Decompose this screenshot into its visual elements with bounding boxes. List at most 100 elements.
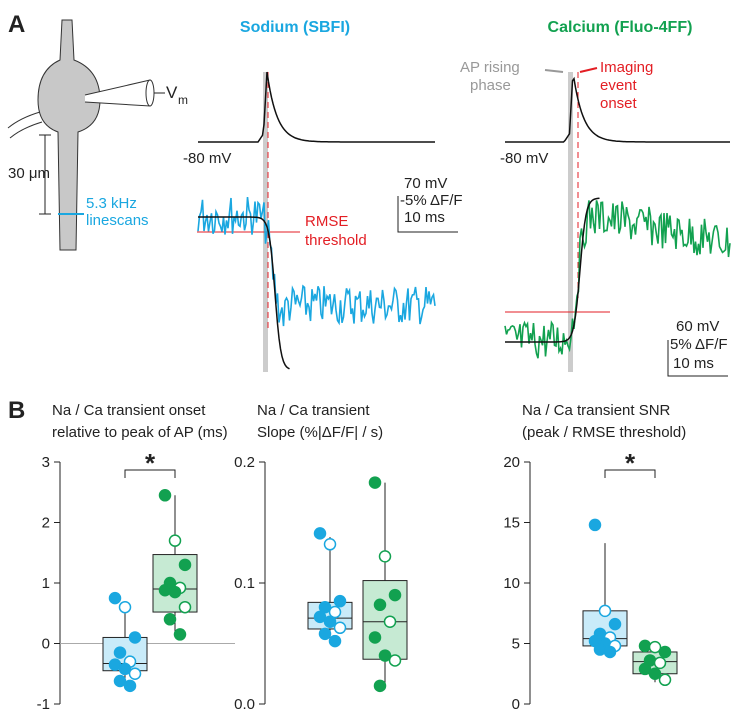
data-point bbox=[313, 527, 327, 540]
scale-label: -5% ΔF/F bbox=[400, 192, 463, 209]
chart-title: Na / Ca transient SNR bbox=[522, 402, 671, 419]
data-point bbox=[648, 640, 662, 654]
y-tick-label: 5 bbox=[512, 636, 520, 653]
data-point bbox=[123, 679, 137, 693]
chart-title: relative to peak of AP (ms) bbox=[52, 424, 228, 441]
data-point bbox=[158, 489, 172, 502]
y-tick-label: 1 bbox=[42, 575, 50, 592]
data-point bbox=[368, 631, 382, 644]
ap-label: AP rising bbox=[460, 59, 520, 76]
y-tick-label: 2 bbox=[42, 515, 50, 532]
onset-label: Imaging bbox=[600, 59, 653, 76]
panel-label: B bbox=[8, 397, 25, 424]
scale-label: 60 mV bbox=[676, 318, 719, 335]
linescan-label: 5.3 kHz bbox=[86, 195, 137, 212]
scale-label: 70 mV bbox=[404, 175, 447, 192]
ca-fit bbox=[505, 197, 600, 343]
data-point bbox=[328, 634, 342, 648]
arrow bbox=[544, 69, 564, 73]
data-point bbox=[173, 628, 187, 641]
data-point bbox=[323, 615, 337, 628]
scale-label: 10 ms bbox=[673, 355, 714, 372]
data-point bbox=[328, 605, 342, 619]
dendrite bbox=[7, 111, 43, 139]
data-point bbox=[168, 585, 182, 599]
data-point bbox=[128, 667, 142, 680]
panel-title: Calcium (Fluo-4FF) bbox=[548, 19, 693, 36]
data-point bbox=[128, 631, 142, 644]
chart-title: Na / Ca transient bbox=[257, 402, 370, 419]
data-point bbox=[118, 600, 132, 614]
data-point bbox=[378, 649, 392, 662]
data-point bbox=[318, 600, 332, 614]
na-trace bbox=[197, 197, 436, 327]
onset-label: onset bbox=[600, 95, 638, 112]
vm-sub: m bbox=[178, 93, 188, 107]
data-point bbox=[333, 594, 347, 608]
data-point bbox=[323, 538, 337, 551]
data-point bbox=[378, 550, 392, 563]
significance-bracket bbox=[124, 469, 176, 478]
data-point bbox=[658, 645, 672, 659]
pipette-tip bbox=[145, 79, 155, 107]
ap-trace bbox=[198, 71, 435, 143]
neuron bbox=[37, 19, 101, 251]
data-point bbox=[368, 476, 382, 489]
data-point bbox=[388, 588, 402, 602]
data-point bbox=[598, 604, 612, 618]
data-point bbox=[648, 667, 662, 680]
data-point bbox=[113, 674, 127, 688]
linescan-label: linescans bbox=[86, 212, 149, 229]
data-point bbox=[178, 600, 192, 614]
scale-bar bbox=[667, 340, 728, 377]
significance-bracket bbox=[604, 469, 656, 478]
rest-label: -80 mV bbox=[500, 150, 548, 167]
na-fit bbox=[198, 216, 290, 370]
chart-title: (peak / RMSE threshold) bbox=[522, 424, 686, 441]
data-point bbox=[588, 518, 602, 532]
y-tick-label: 20 bbox=[503, 454, 520, 471]
scale-label: 5% ΔF/F bbox=[670, 336, 728, 353]
onset-label: event bbox=[600, 77, 638, 94]
data-point bbox=[333, 621, 347, 635]
scale-label: 10 ms bbox=[404, 209, 445, 226]
data-point bbox=[383, 615, 397, 628]
data-point bbox=[108, 591, 122, 605]
y-tick-label: 15 bbox=[503, 515, 520, 532]
data-point bbox=[608, 617, 622, 631]
y-tick-label: 0 bbox=[512, 696, 520, 713]
y-tick-label: 3 bbox=[42, 454, 50, 471]
y-tick-label: -1 bbox=[37, 696, 50, 713]
y-tick-label: 0.1 bbox=[234, 575, 255, 592]
chart-title: Na / Ca transient onset bbox=[52, 402, 206, 419]
significance: * bbox=[145, 448, 156, 478]
rmse-label: RMSE bbox=[305, 213, 348, 230]
data-point bbox=[163, 613, 177, 626]
rest-label: -80 mV bbox=[183, 150, 231, 167]
ap-trace bbox=[505, 76, 730, 143]
data-point bbox=[313, 610, 327, 624]
data-point bbox=[158, 584, 172, 597]
data-point bbox=[593, 643, 607, 656]
scale-bar bbox=[397, 196, 458, 233]
y-tick-label: 0 bbox=[42, 636, 50, 653]
data-point bbox=[603, 645, 617, 659]
data-point bbox=[638, 639, 652, 653]
data-point bbox=[638, 662, 652, 676]
arrow bbox=[579, 67, 598, 73]
data-point bbox=[168, 534, 182, 547]
y-tick-label: 0.2 bbox=[234, 454, 255, 471]
panel-title: Sodium (SBFI) bbox=[240, 19, 350, 36]
data-point bbox=[653, 656, 667, 670]
rmse-label: threshold bbox=[305, 232, 367, 249]
data-point bbox=[113, 646, 127, 659]
ap-label: phase bbox=[470, 77, 511, 94]
data-point bbox=[118, 662, 132, 676]
ca-trace bbox=[504, 200, 731, 359]
data-point bbox=[388, 654, 402, 667]
data-point bbox=[373, 598, 387, 612]
y-tick-label: 0.0 bbox=[234, 696, 255, 713]
data-point bbox=[373, 679, 387, 693]
rising-phase bbox=[568, 72, 573, 372]
